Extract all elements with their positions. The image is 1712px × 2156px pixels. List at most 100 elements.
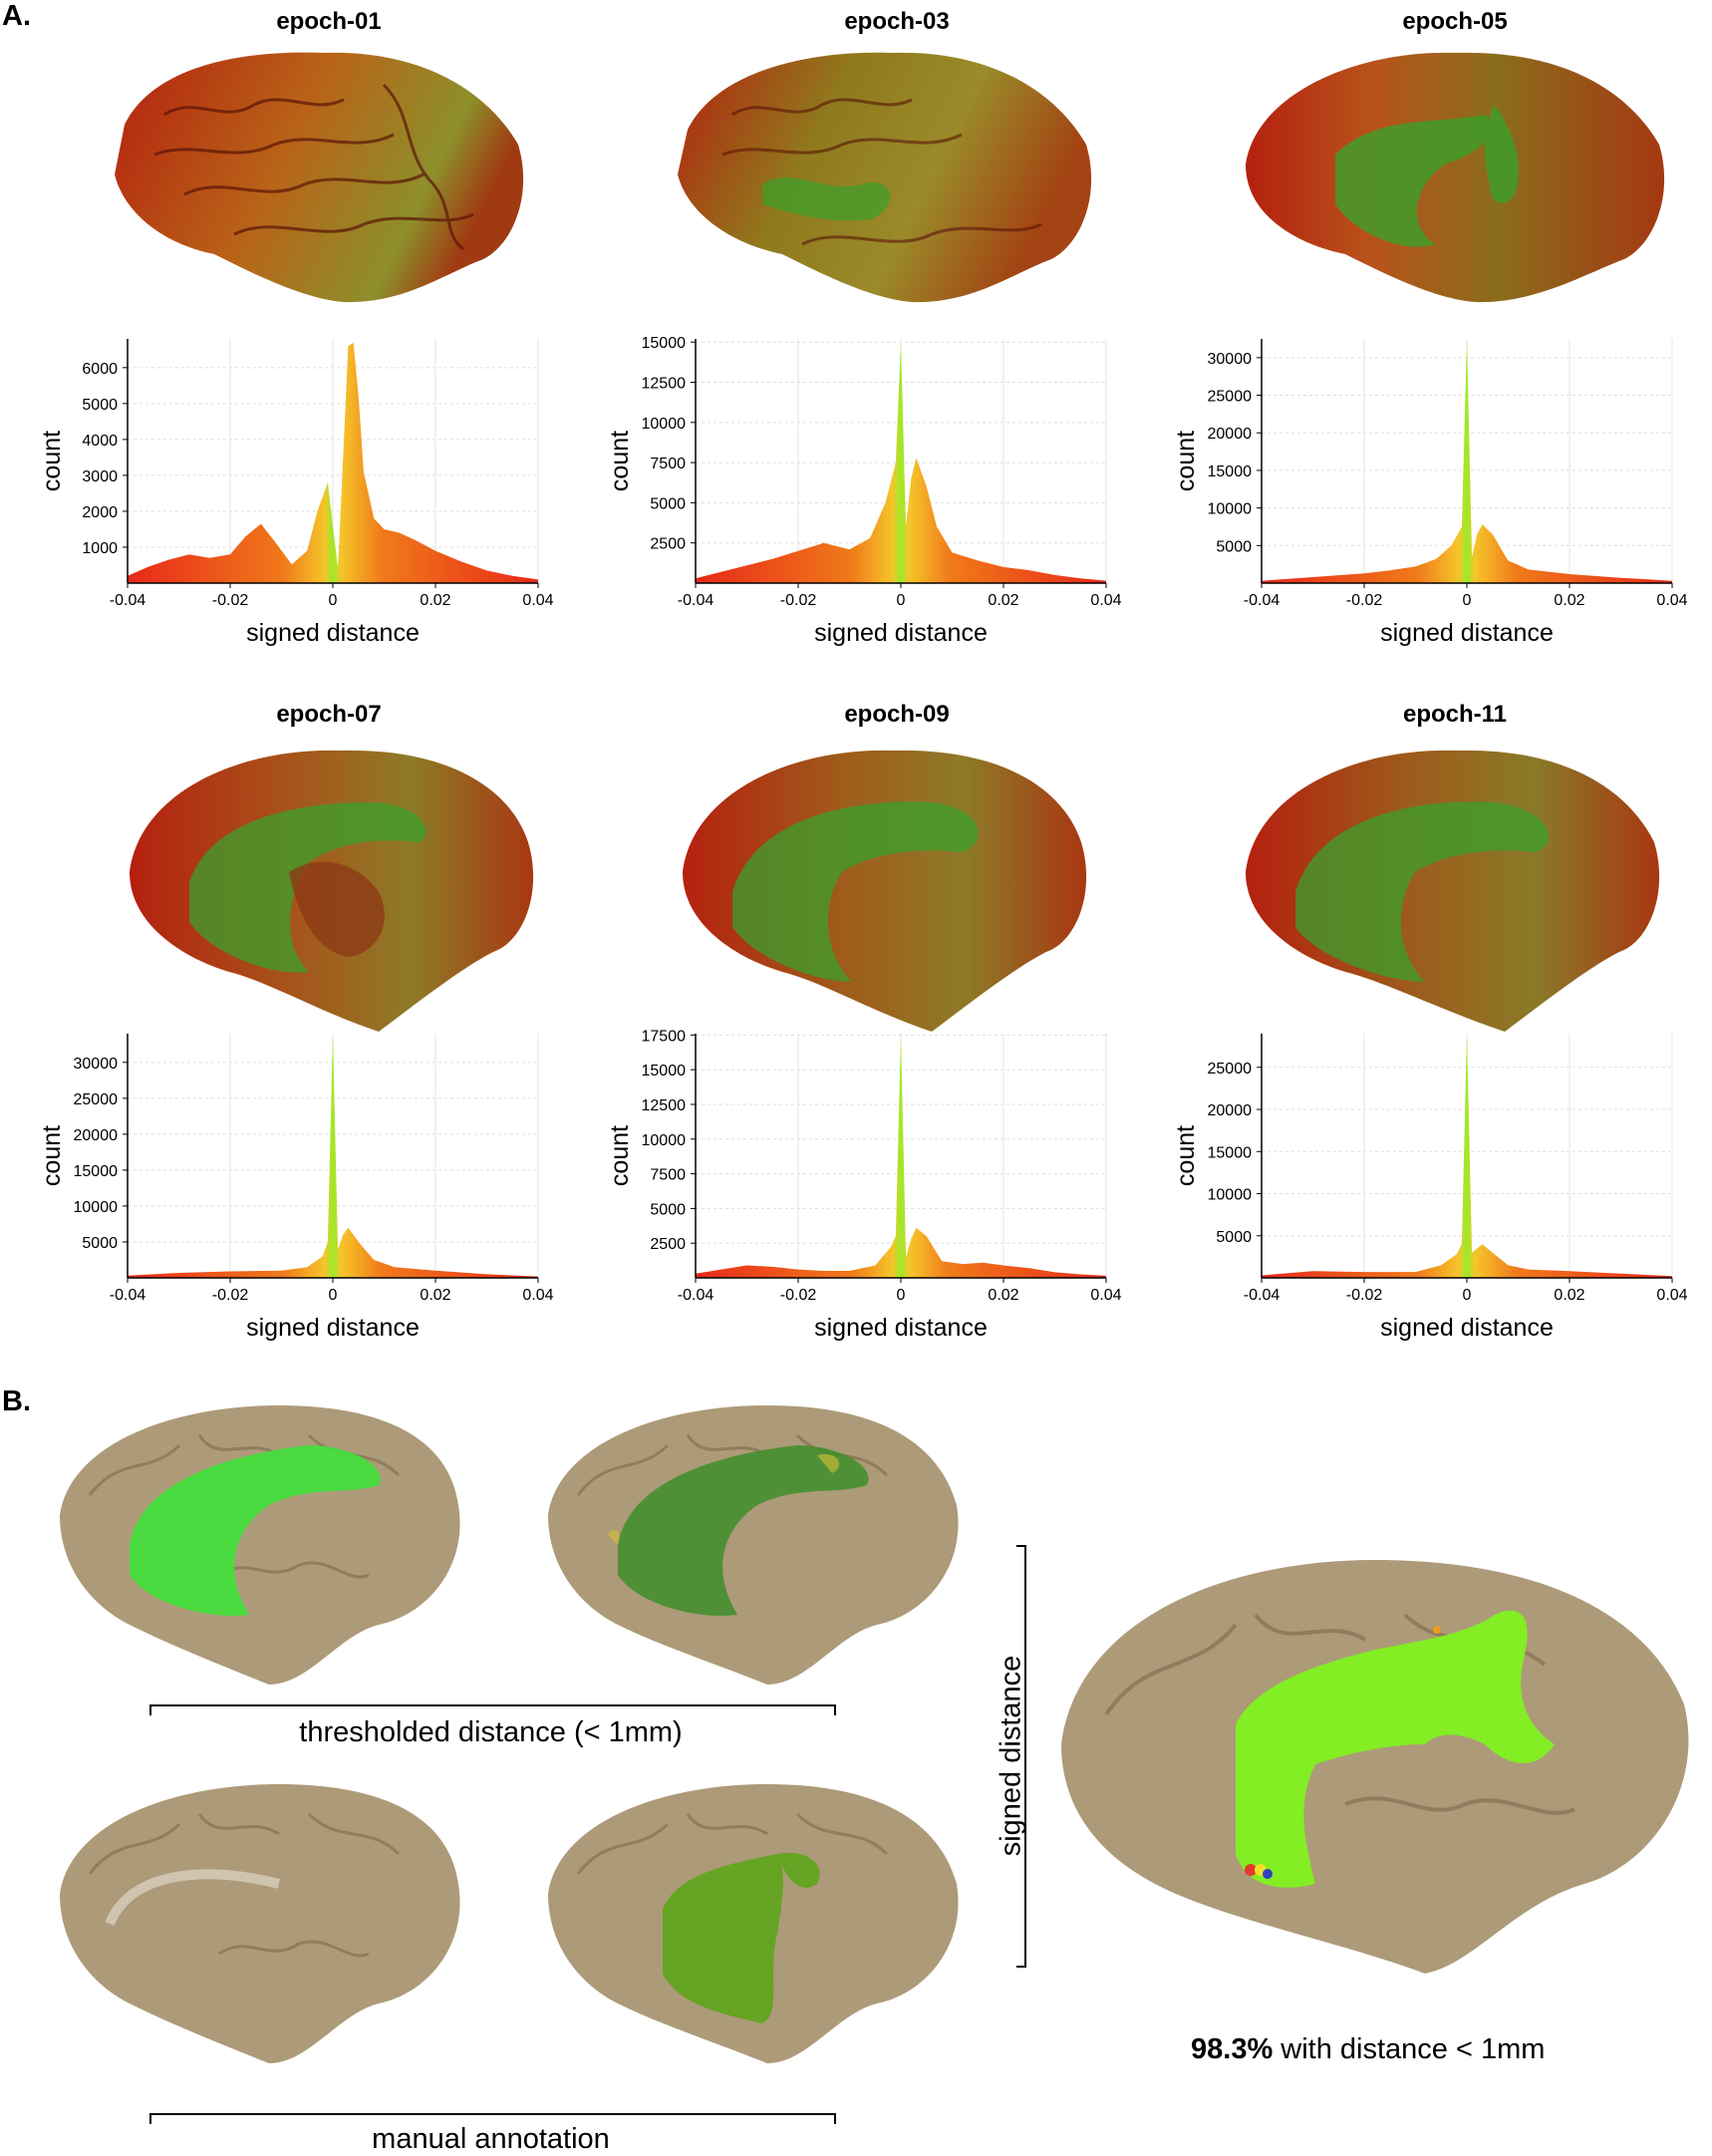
histogram-epoch-01: 1000 2000 3000 4000 5000 6000 -0.04 -0.02 0 0.02 0… — [40, 339, 554, 647]
x-tick-label: -0.02 — [780, 1287, 817, 1304]
x-tick-label: -0.04 — [110, 1287, 146, 1304]
result-statistic: 98.3% with distance < 1mm — [1191, 2033, 1545, 2066]
y-tick-label: 25000 — [74, 1091, 119, 1108]
y-tick-label: 30000 — [74, 1056, 119, 1073]
histogram-epoch-03: 2500 5000 7500 10000 12500 15000 -0.04 -0.02 0 0.… — [608, 335, 1122, 647]
x-tick-label: 0.02 — [1554, 1287, 1584, 1304]
histogram-area — [1262, 339, 1672, 583]
x-tick-label: -0.04 — [678, 592, 714, 609]
x-axis-label: signed distance — [246, 1314, 420, 1342]
y-tick-label: 12500 — [642, 376, 687, 393]
epoch-title-4: epoch-07 — [276, 701, 382, 728]
bracket-manual — [149, 2113, 836, 2124]
y-tick-label: 1000 — [82, 540, 118, 557]
brain-render-epoch-03 — [678, 52, 1092, 303]
x-tick-label: 0 — [1463, 592, 1472, 609]
y-tick-label: 20000 — [74, 1127, 119, 1144]
panel-b-label: B. — [2, 1386, 31, 1417]
epoch-title-6: epoch-11 — [1402, 701, 1508, 728]
panel-a-label: A. — [2, 0, 31, 32]
x-axis-label: signed distance — [1380, 1314, 1554, 1342]
x-tick-label: -0.02 — [212, 592, 249, 609]
x-tick-label: -0.04 — [678, 1287, 714, 1304]
bracket-thresholded — [149, 1704, 836, 1715]
y-axis-label: count — [40, 431, 66, 491]
result-statistic-text: with distance < 1mm — [1273, 2033, 1546, 2065]
bracket-vertical — [1016, 1545, 1026, 1968]
x-tick-label: 0.02 — [1554, 592, 1584, 609]
y-tick-label: 25000 — [1208, 389, 1253, 406]
brain-photo-manual-annotation — [548, 1784, 959, 2063]
x-tick-label: -0.02 — [212, 1287, 249, 1304]
x-tick-label: 0.02 — [988, 1287, 1018, 1304]
caption-manual: manual annotation — [372, 2123, 610, 2155]
y-tick-label: 15000 — [1208, 463, 1253, 480]
histogram-area — [696, 1035, 1106, 1278]
y-tick-label: 12500 — [642, 1097, 687, 1114]
x-axis-label: signed distance — [814, 619, 988, 647]
y-axis-label: count — [1174, 1125, 1200, 1186]
x-tick-label: 0.02 — [420, 592, 450, 609]
epoch-title-3: epoch-05 — [1402, 8, 1508, 35]
caption-signed-distance: signed distance — [995, 1655, 1027, 1857]
epoch-title-1: epoch-01 — [276, 8, 382, 35]
y-tick-label: 10000 — [1208, 501, 1253, 518]
result-percentage: 98.3% — [1191, 2033, 1274, 2065]
x-tick-label: 0 — [329, 592, 338, 609]
y-tick-label: 4000 — [82, 433, 118, 450]
x-tick-label: -0.04 — [110, 592, 146, 609]
brain-render-epoch-09 — [683, 750, 1087, 1032]
x-tick-label: 0.04 — [1656, 1287, 1687, 1304]
y-tick-label: 15000 — [1208, 1144, 1253, 1161]
y-tick-label: 17500 — [642, 1028, 687, 1045]
brain-photo-thresholded-fibers — [60, 1405, 460, 1685]
x-tick-label: 0.04 — [522, 592, 553, 609]
y-tick-label: 7500 — [650, 456, 686, 472]
y-tick-label: 10000 — [642, 416, 687, 433]
histogram-area — [128, 1034, 538, 1278]
caption-thresholded: thresholded distance (< 1mm) — [299, 1716, 683, 1748]
y-tick-label: 15000 — [642, 1063, 687, 1079]
epoch-title-2: epoch-03 — [844, 8, 950, 35]
x-tick-label: 0 — [329, 1287, 338, 1304]
x-tick-label: 0.02 — [420, 1287, 450, 1304]
histogram-epoch-05: 5000 10000 15000 20000 25000 30000 -0.04 -0.02 0… — [1174, 339, 1688, 647]
y-axis-label: count — [40, 1125, 66, 1186]
x-tick-label: 0.02 — [988, 592, 1018, 609]
x-tick-label: 0.04 — [522, 1287, 553, 1304]
y-tick-label: 5000 — [650, 1201, 686, 1218]
x-axis-label: signed distance — [814, 1314, 988, 1342]
y-tick-label: 30000 — [1208, 351, 1253, 368]
histogram-epoch-11: 5000 10000 15000 20000 25000 -0.04 -0.02 0 0.02 0… — [1174, 1034, 1688, 1342]
y-tick-label: 10000 — [1208, 1187, 1253, 1204]
histogram-area — [1262, 1034, 1672, 1278]
y-tick-label: 5000 — [650, 495, 686, 512]
x-tick-label: 0.04 — [1090, 1287, 1121, 1304]
x-tick-label: 0 — [897, 592, 906, 609]
histogram-area — [696, 342, 1106, 583]
y-tick-label: 25000 — [1208, 1061, 1253, 1078]
y-axis-label: count — [608, 1125, 634, 1186]
y-tick-label: 2500 — [650, 1236, 686, 1253]
x-tick-label: 0 — [897, 1287, 906, 1304]
brain-photo-plain — [60, 1784, 460, 2063]
brain-photo-signed-distance — [548, 1405, 959, 1685]
y-tick-label: 6000 — [82, 361, 118, 378]
x-tick-label: 0.04 — [1656, 592, 1687, 609]
y-tick-label: 10000 — [74, 1199, 119, 1216]
brain-render-epoch-05 — [1246, 52, 1665, 303]
x-tick-label: -0.04 — [1244, 1287, 1281, 1304]
y-tick-label: 15000 — [642, 335, 687, 352]
y-tick-label: 20000 — [1208, 426, 1253, 443]
x-tick-label: 0.04 — [1090, 592, 1121, 609]
x-tick-label: -0.02 — [1346, 1287, 1383, 1304]
y-tick-label: 5000 — [82, 397, 118, 414]
x-tick-label: -0.02 — [780, 592, 817, 609]
brain-photo-overlay-result — [1061, 1560, 1689, 1974]
epoch-title-5: epoch-09 — [844, 701, 950, 728]
y-tick-label: 5000 — [1216, 538, 1252, 555]
y-tick-label: 10000 — [642, 1132, 687, 1149]
brain-render-epoch-11 — [1246, 750, 1660, 1032]
x-tick-label: 0 — [1463, 1287, 1472, 1304]
brain-render-epoch-01 — [115, 52, 524, 303]
